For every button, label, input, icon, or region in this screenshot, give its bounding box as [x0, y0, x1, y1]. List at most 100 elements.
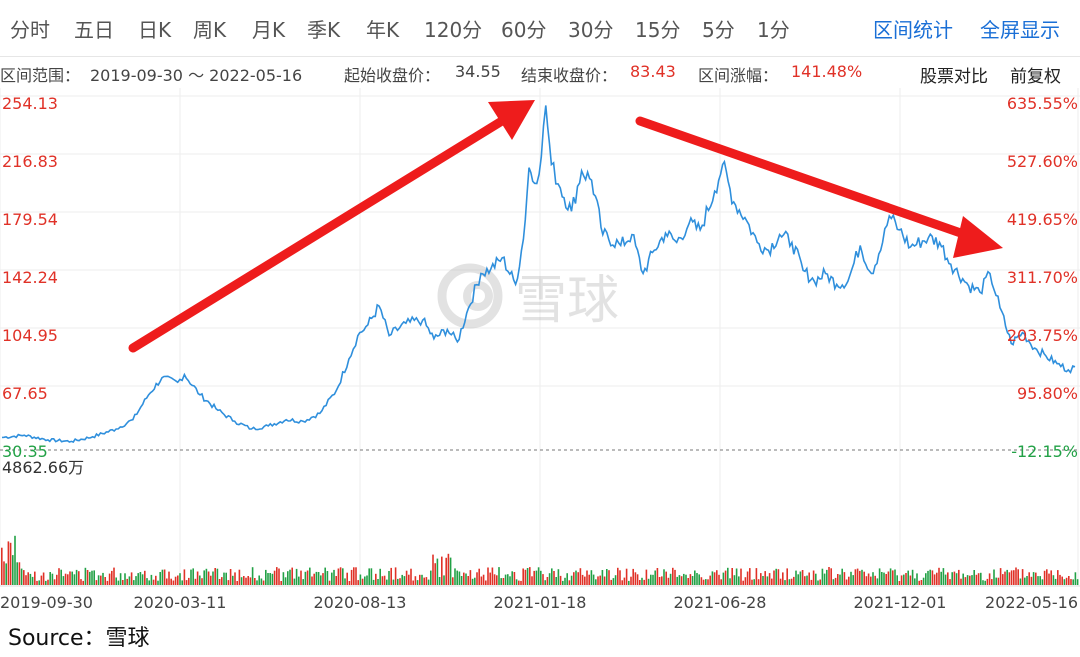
volume-bar	[720, 579, 722, 585]
volume-bar	[665, 571, 667, 585]
volume-bar	[1002, 574, 1004, 585]
volume-bar	[392, 579, 395, 585]
volume-bar	[254, 578, 256, 585]
tab-6[interactable]: 年K	[366, 18, 400, 42]
tab-4[interactable]: 月K	[252, 18, 286, 42]
volume-bar	[447, 553, 450, 585]
volume-bar	[531, 576, 533, 585]
volume-bar	[271, 573, 274, 585]
volume-bar	[196, 571, 199, 585]
tab-11[interactable]: 5分	[702, 18, 735, 42]
volume-bar	[999, 568, 1002, 585]
volume-bar	[942, 568, 945, 585]
volume-bar	[777, 569, 780, 585]
volume-bar	[379, 568, 381, 585]
volume-bar	[810, 579, 813, 585]
volume-bar	[788, 579, 791, 585]
volume-bar	[188, 577, 190, 585]
range-stats-button[interactable]: 区间统计	[873, 18, 953, 42]
tab-2[interactable]: 日K	[138, 18, 172, 42]
tab-0[interactable]: 分时	[10, 18, 50, 42]
volume-bar	[20, 568, 23, 585]
volume-bar	[533, 570, 535, 585]
volume-bar	[509, 576, 511, 585]
volume-bar	[399, 578, 401, 585]
volume-bar	[500, 578, 502, 585]
volume-bar	[249, 577, 252, 585]
volume-bar	[568, 580, 571, 585]
tab-8[interactable]: 60分	[501, 18, 547, 42]
volume-bar	[478, 568, 480, 585]
fullscreen-button[interactable]: 全屏显示	[980, 18, 1060, 42]
volume-bar	[124, 573, 126, 585]
volume-bar	[73, 574, 76, 585]
volume-bar	[236, 581, 238, 585]
volume-bar	[524, 569, 527, 585]
volume-bar	[58, 568, 60, 585]
volume-bar	[643, 579, 645, 585]
y-right-tick: -12.15%	[1011, 442, 1078, 461]
volume-bar	[760, 573, 762, 585]
volume-bar	[269, 573, 271, 585]
volume-bar	[1, 547, 3, 585]
volume-bar	[267, 573, 269, 585]
volume-bar	[526, 568, 529, 585]
volume-bar	[256, 580, 258, 585]
volume-bar	[922, 577, 925, 585]
y-left-tick: 30.35	[2, 442, 48, 461]
volume-bar	[190, 569, 192, 585]
tab-3[interactable]: 周K	[193, 18, 227, 42]
volume-bar	[289, 569, 291, 585]
stock-compare-button[interactable]: 股票对比	[920, 67, 988, 87]
tab-12[interactable]: 1分	[757, 18, 790, 42]
volume-bar	[973, 570, 975, 585]
volume-bar	[1054, 578, 1057, 585]
volume-bar	[62, 576, 65, 585]
volume-bar	[194, 578, 197, 585]
volume-bar	[608, 570, 610, 585]
tab-5[interactable]: 季K	[307, 18, 341, 42]
y-left-tick: 179.54	[2, 210, 58, 229]
volume-bar	[559, 575, 562, 585]
volume-bar	[522, 568, 524, 585]
volume-bar	[960, 578, 962, 585]
volume-bar	[828, 567, 830, 585]
range-label: 区间范围：	[0, 66, 81, 85]
volume-bar	[861, 569, 863, 585]
volume-bar	[977, 573, 980, 585]
volume-bar	[366, 575, 368, 585]
volume-bar	[287, 571, 289, 585]
volume-bar	[405, 570, 408, 585]
volume-bar	[1070, 579, 1072, 585]
tab-7[interactable]: 120分	[424, 18, 483, 42]
volume-bar	[520, 580, 522, 585]
volume-bar	[493, 574, 496, 585]
tab-9[interactable]: 30分	[568, 18, 614, 42]
volume-bar	[641, 577, 643, 585]
range-change-label: 区间涨幅：	[698, 66, 779, 85]
end-close-value: 83.43	[630, 62, 676, 81]
volume-bar	[240, 577, 243, 585]
volume-bar	[1028, 572, 1030, 585]
forward-adjust-button[interactable]: 前复权	[1010, 67, 1061, 87]
volume-bar	[480, 576, 483, 585]
volume-bar	[933, 574, 936, 585]
volume-bar	[348, 581, 351, 585]
tab-1[interactable]: 五日	[74, 18, 114, 42]
volume-bar	[234, 572, 236, 585]
watermark-text: 雪球	[515, 271, 619, 331]
volume-bar	[1037, 576, 1039, 585]
tab-10[interactable]: 15分	[635, 18, 681, 42]
volume-bar	[570, 575, 573, 585]
volume-bar	[639, 580, 641, 585]
volume-bar	[205, 568, 208, 585]
volume-bar	[291, 567, 293, 585]
up-trend-arrow	[128, 100, 535, 353]
volume-bar	[355, 567, 357, 585]
volume-bar	[634, 572, 637, 585]
volume-bar	[179, 573, 181, 585]
volume-bar	[575, 570, 577, 585]
volume-bar	[95, 580, 98, 585]
x-tick-label: 2021-12-01	[854, 593, 947, 612]
volume-bar	[1046, 569, 1048, 585]
